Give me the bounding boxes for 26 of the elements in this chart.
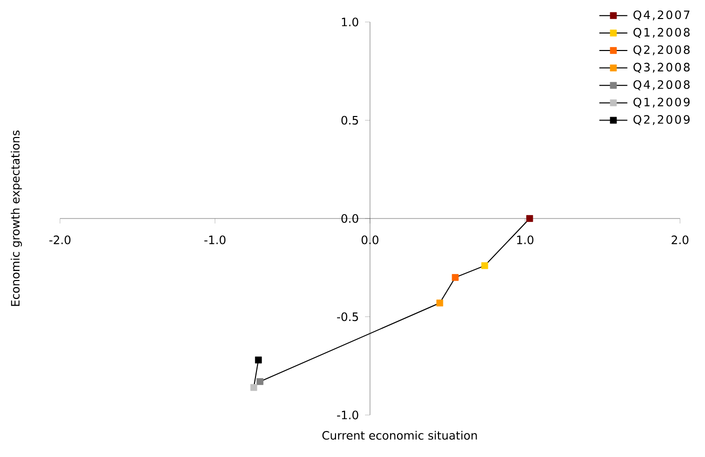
y-tick-label: -1.0: [337, 410, 358, 420]
y-axis-title: Economic growth expectations: [10, 130, 22, 306]
y-tick-label: 0.0: [341, 214, 358, 223]
legend-label: Q2,2009: [633, 115, 690, 126]
x-tick-label: 1.0: [517, 236, 534, 244]
legend-label: Q4,2008: [633, 80, 690, 90]
x-axis-title: Current economic situation: [322, 430, 477, 440]
x-tick-label: 2.0: [672, 236, 688, 244]
x-tick-label: -2.0: [49, 236, 70, 244]
legend-label: Q1,2008: [633, 28, 690, 38]
legend-label: Q4,2007: [633, 10, 690, 20]
point: [452, 274, 459, 281]
point: [481, 262, 488, 270]
y-tick-label: 0.5: [341, 116, 358, 125]
legend-label: Q3,2008: [633, 62, 690, 73]
point: [436, 300, 444, 306]
point: [255, 356, 262, 364]
legend-label: Q1,2009: [633, 98, 690, 108]
x-tick-label: -1.0: [204, 236, 226, 244]
legend-label: Q2,2008: [633, 45, 690, 56]
point: [250, 384, 258, 391]
point: [256, 378, 264, 385]
x-tick-label: 0.0: [362, 236, 378, 244]
y-tick-label: -0.5: [337, 312, 358, 322]
y-tick-label: 1.0: [342, 18, 358, 26]
point: [526, 215, 534, 222]
